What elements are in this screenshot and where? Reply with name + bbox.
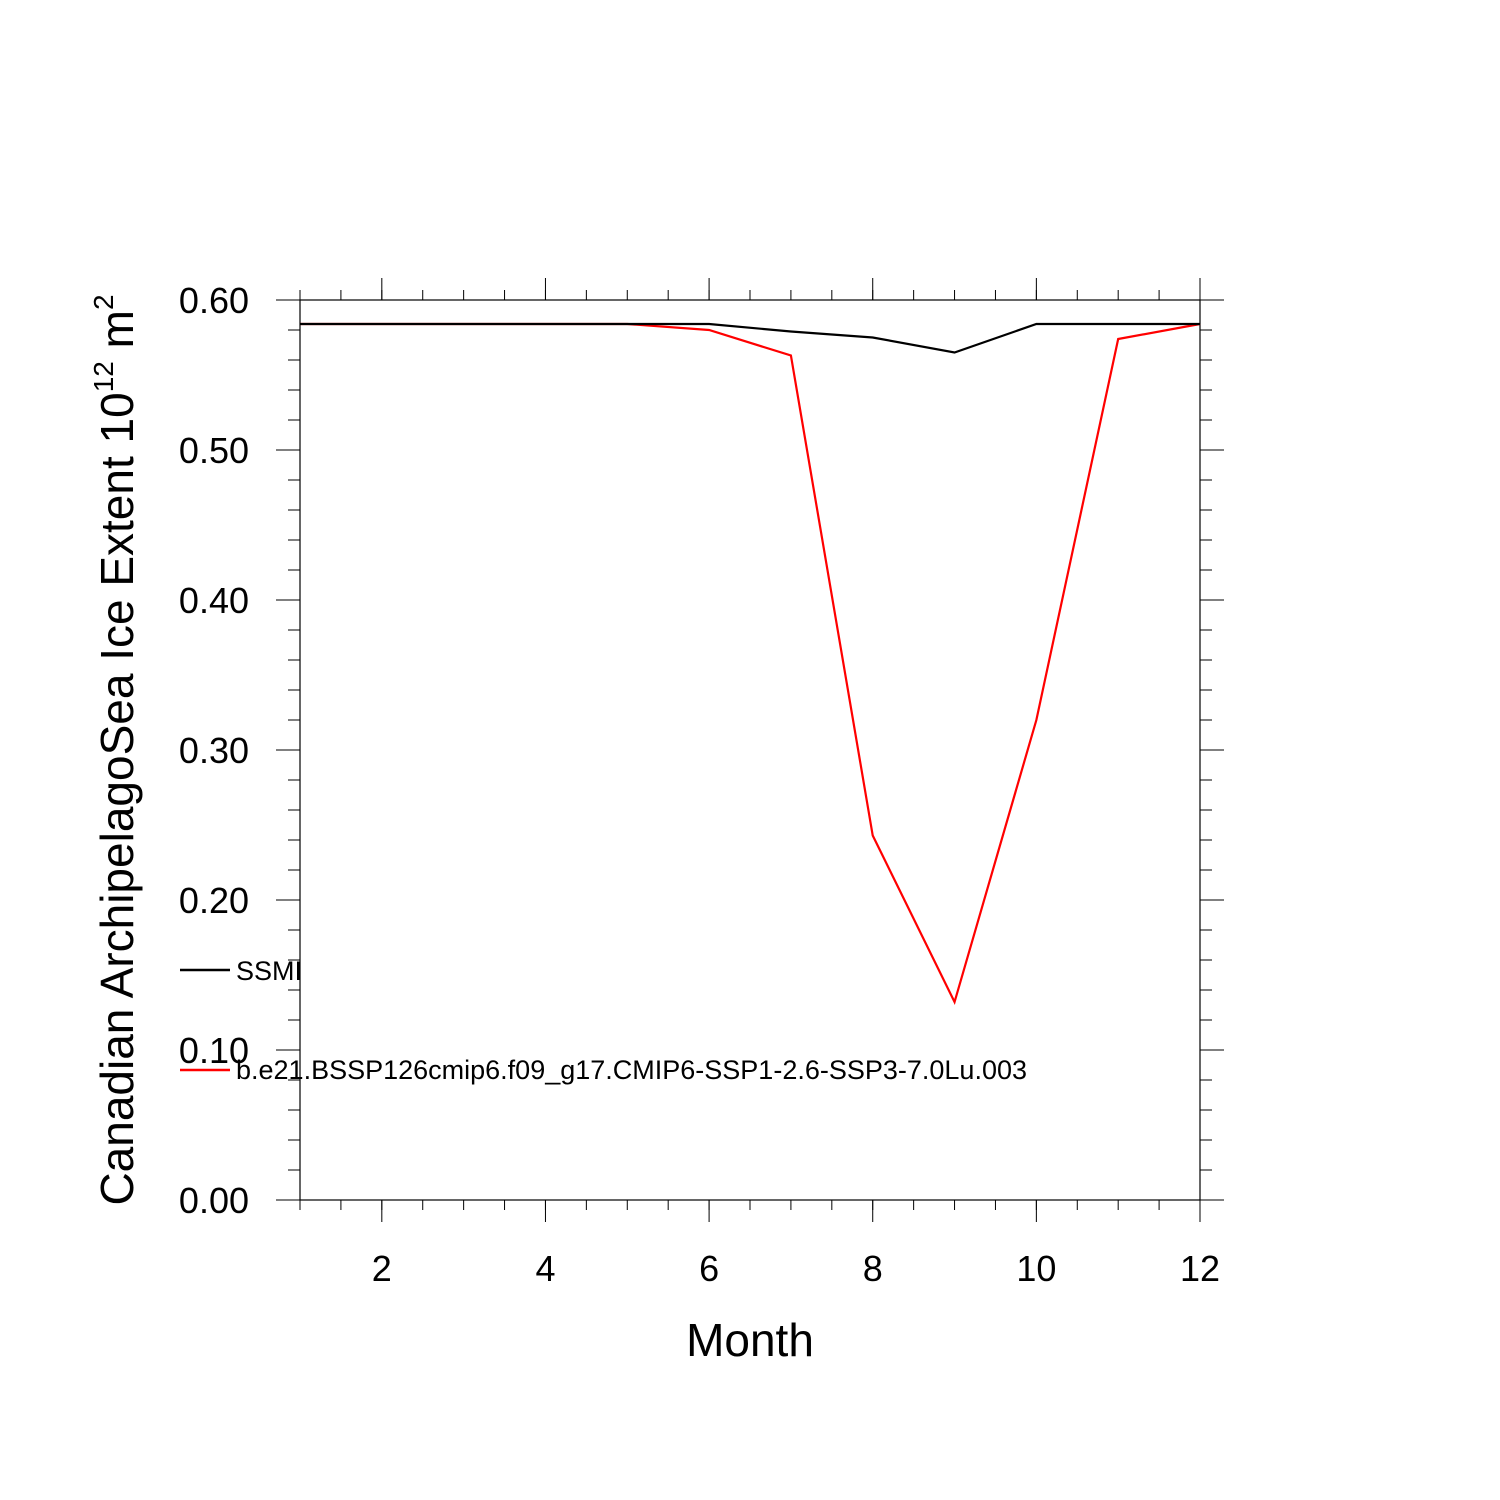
y-axis-title-main: Canadian ArchipelagoSea Ice Extent 10 — [91, 392, 143, 1205]
y-tick-label: 0.30 — [179, 730, 249, 771]
y-axis-title-exponent: 12 — [88, 361, 119, 392]
y-tick-label: 0.50 — [179, 430, 249, 471]
y-tick-label: 0.10 — [179, 1030, 249, 1071]
series-line-0 — [300, 322, 1200, 354]
y-axis-title: Canadian ArchipelagoSea Ice Extent 1012 … — [88, 294, 143, 1205]
x-axis-title: Month — [686, 1314, 814, 1366]
x-tick-label: 8 — [863, 1248, 883, 1289]
x-tick-labels: 2 4 6 8 10 12 — [372, 1248, 1220, 1289]
legend-label-ssmi: SSMI — [236, 956, 302, 986]
plot-frame — [299, 299, 1201, 1201]
x-tick-label: 2 — [372, 1248, 392, 1289]
x-tick-label: 10 — [1016, 1248, 1056, 1289]
legend: SSMI b.e21.BSSP126cmip6.f09_g17.CMIP6-SS… — [180, 956, 1027, 1085]
y-axis-title-unit: m — [91, 310, 143, 361]
x-tick-label: 12 — [1180, 1248, 1220, 1289]
legend-label-model: b.e21.BSSP126cmip6.f09_g17.CMIP6-SSP1-2.… — [236, 1055, 1027, 1085]
x-tick-label: 6 — [699, 1248, 719, 1289]
y-tick-label: 0.40 — [179, 580, 249, 621]
series-lines — [300, 322, 1201, 1006]
y-axis-title-group: Canadian ArchipelagoSea Ice Extent 1012 … — [88, 294, 143, 1205]
x-tick-label: 4 — [535, 1248, 555, 1289]
y-axis-title-unit-exponent: 2 — [88, 294, 119, 310]
major-ticks — [276, 278, 1224, 1222]
y-tick-label: 0.20 — [179, 880, 249, 921]
y-tick-labels: 0.00 0.10 0.20 0.30 0.40 0.50 0.60 — [179, 280, 249, 1221]
y-tick-label: 0.60 — [179, 280, 249, 321]
y-tick-label: 0.00 — [179, 1180, 249, 1221]
